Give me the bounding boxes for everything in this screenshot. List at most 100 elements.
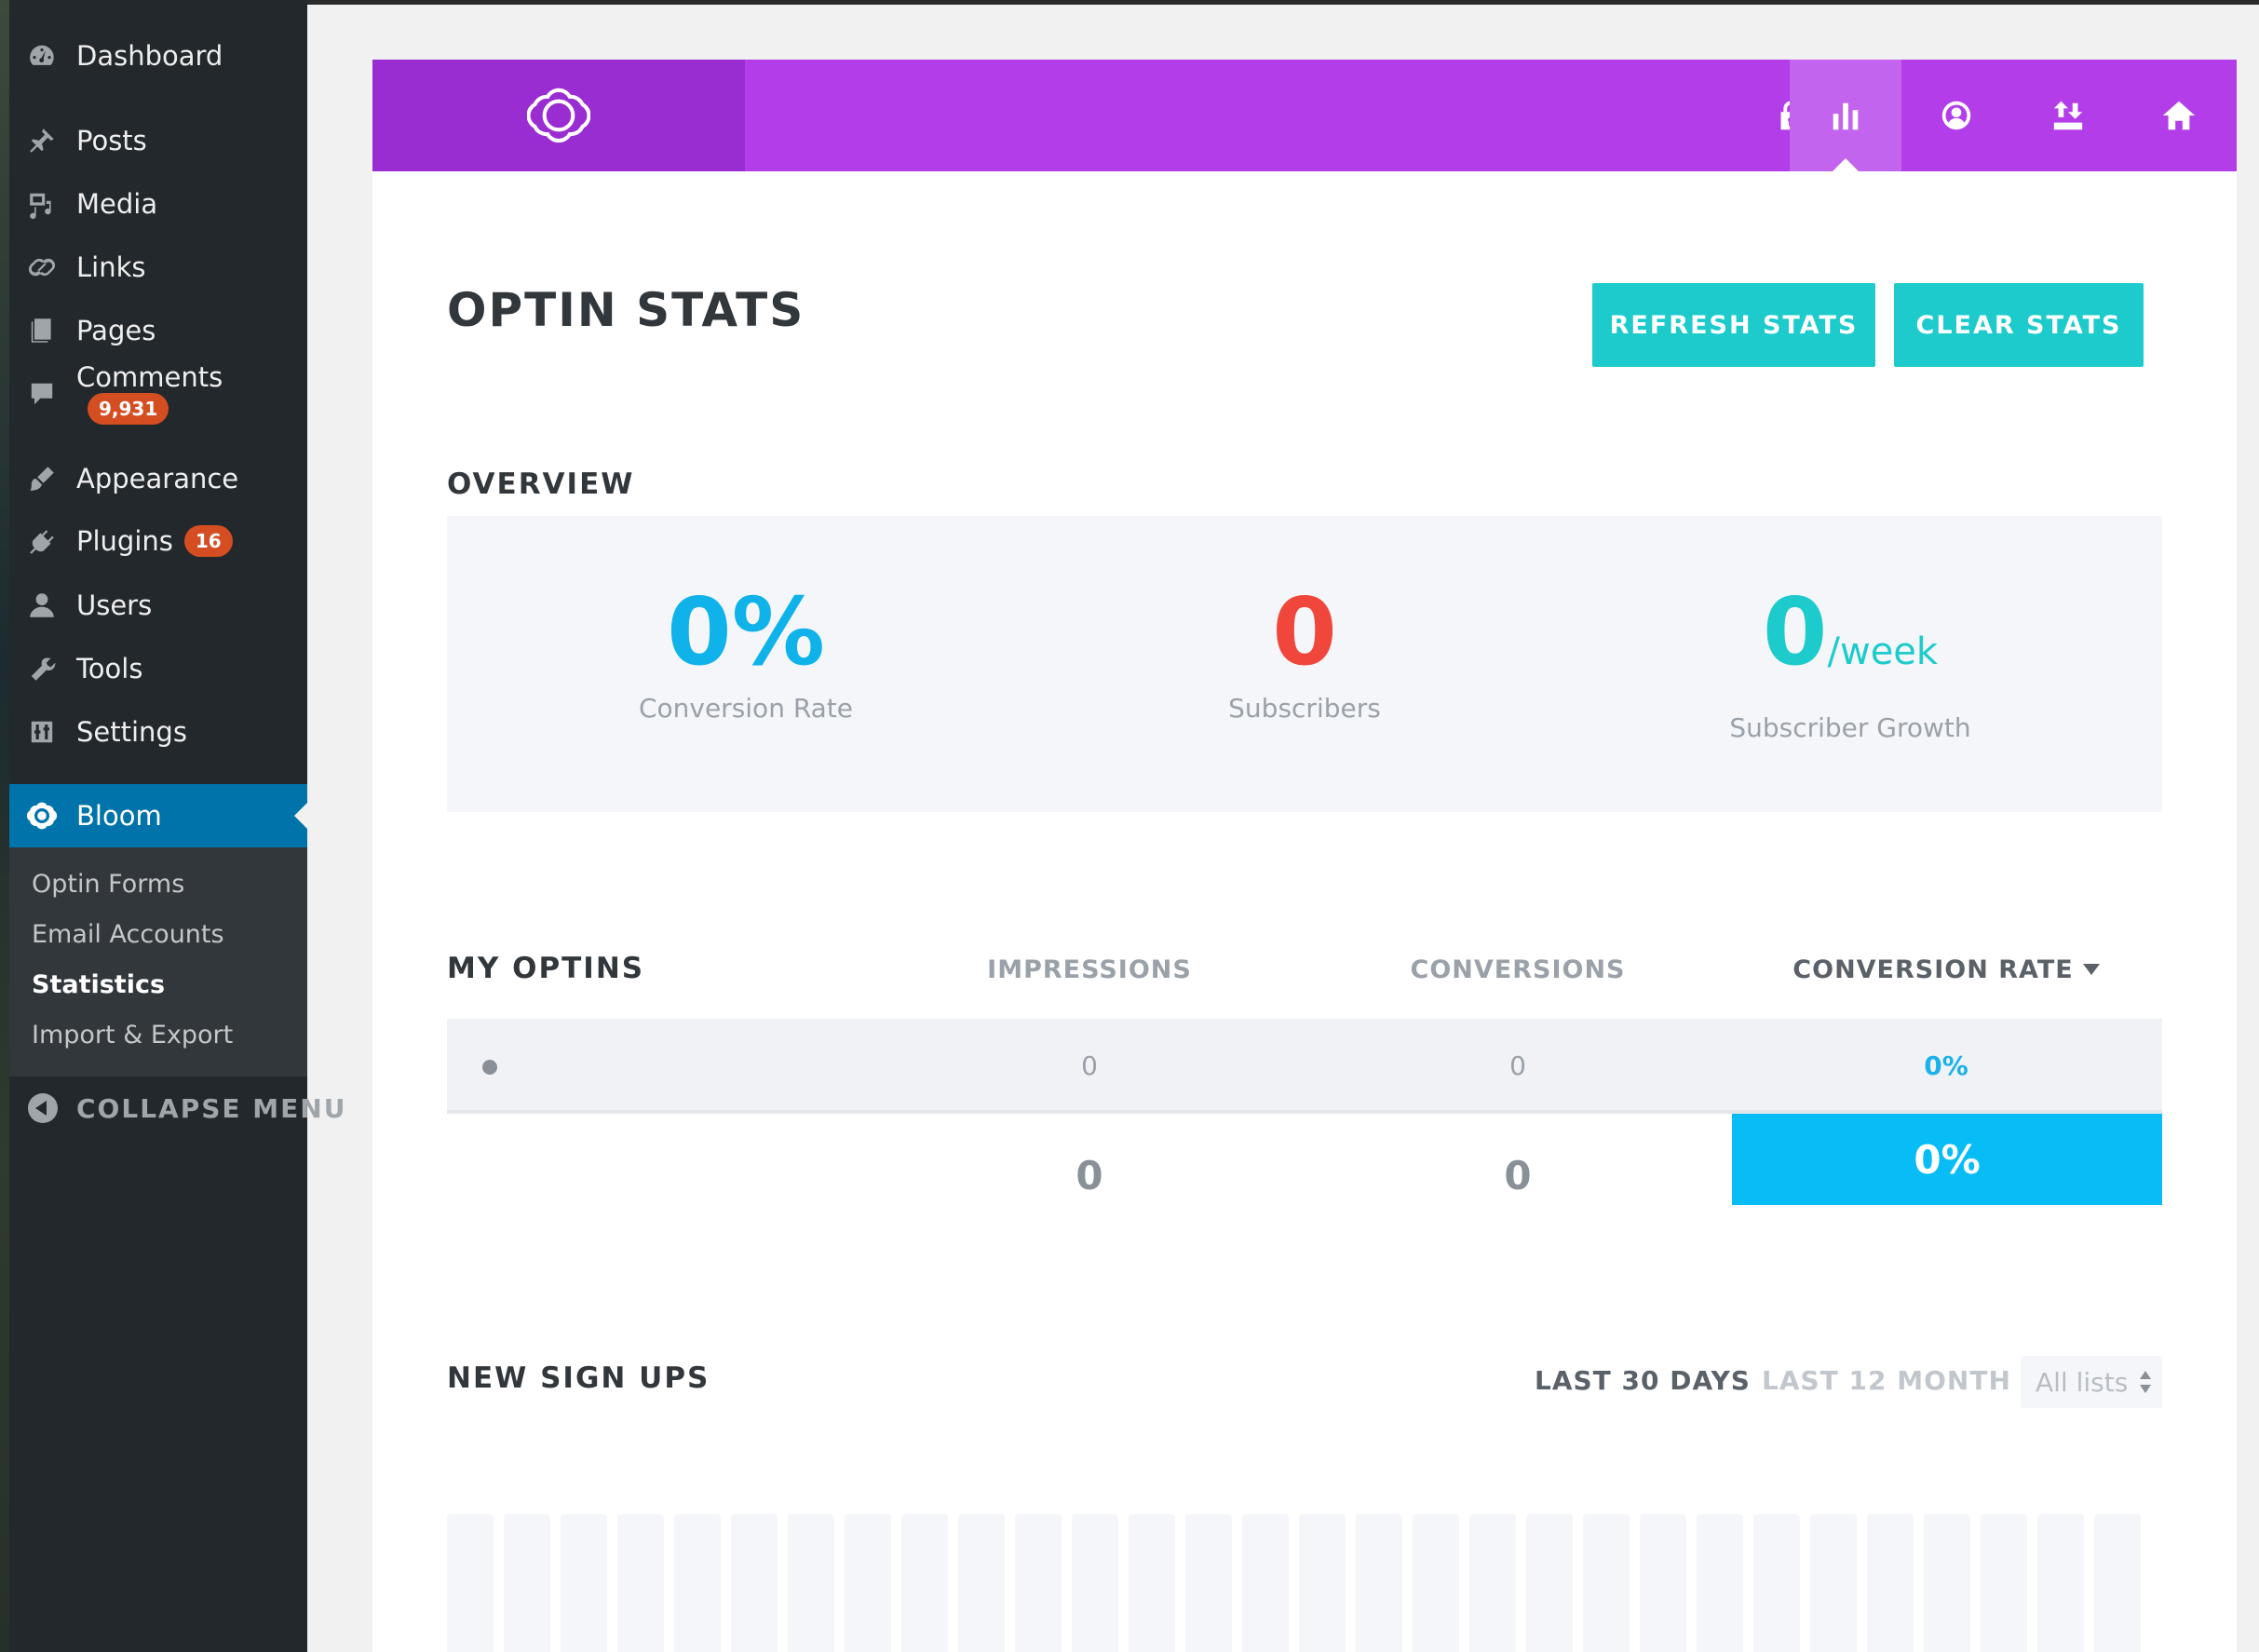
sidebar-item-posts[interactable]: Posts — [0, 111, 307, 170]
bloom-logo[interactable] — [372, 60, 745, 171]
signup-bar — [901, 1514, 948, 1652]
sidebar-item-label: Dashboard — [76, 40, 223, 72]
nav-statistics[interactable] — [1790, 60, 1901, 171]
select-arrows-icon — [2140, 1369, 2151, 1395]
signup-bar — [447, 1514, 494, 1652]
conversion-rate-caption: Conversion Rate — [638, 693, 854, 724]
signup-bar — [1867, 1514, 1914, 1652]
sidebar-item-label: Tools — [76, 653, 143, 684]
status-dot-icon — [482, 1060, 497, 1075]
plugins-count-badge: 16 — [183, 525, 233, 557]
signup-bar — [788, 1514, 834, 1652]
row-impressions: 0 — [1081, 1050, 1098, 1081]
settings-icon — [26, 716, 58, 748]
page-title: OPTIN STATS — [447, 283, 805, 337]
brush-icon — [26, 463, 58, 494]
nav-import-export[interactable] — [2012, 60, 2124, 171]
column-header-conversion-rate[interactable]: CONVERSION RATE — [1732, 955, 2160, 984]
growth-value-wrapper: 0/week — [1571, 581, 2130, 703]
sidebar-item-dashboard[interactable]: Dashboard — [0, 26, 307, 86]
bloom-stats-panel: OPTIN STATS REFRESH STATS CLEAR STATS OV… — [372, 60, 2237, 1652]
media-icon — [26, 188, 58, 220]
sidebar-item-comments[interactable]: Comments9,931 — [0, 361, 307, 427]
bloom-submenu: Optin Forms Email Accounts Statistics Im… — [9, 847, 307, 1077]
nav-email-accounts[interactable] — [1901, 60, 2012, 171]
subscribers-value: 0 — [1272, 577, 1337, 686]
user-icon — [26, 589, 58, 621]
signup-bar — [1697, 1514, 1743, 1652]
range-last-30-days[interactable]: LAST 30 DAYS — [1535, 1365, 1751, 1396]
link-icon — [26, 251, 58, 283]
bloom-logo-icon — [527, 88, 590, 143]
comments-count-badge: 9,931 — [88, 393, 169, 425]
sidebar-item-settings[interactable]: Settings — [0, 702, 307, 762]
range-last-12-month[interactable]: LAST 12 MONTH — [1762, 1365, 2011, 1396]
submenu-statistics[interactable]: Statistics — [32, 970, 166, 999]
signup-bar — [1356, 1514, 1402, 1652]
account-icon — [1941, 101, 1971, 130]
background-edge — [0, 0, 9, 1652]
sidebar-item-bloom[interactable]: Bloom — [9, 784, 307, 847]
submenu-optin-forms[interactable]: Optin Forms — [32, 870, 185, 899]
refresh-stats-button[interactable]: REFRESH STATS — [1592, 283, 1875, 367]
sidebar-item-label: Media — [76, 188, 158, 220]
nav-home[interactable] — [2123, 60, 2235, 171]
submenu-import-export[interactable]: Import & Export — [32, 1021, 234, 1049]
signup-bar — [1753, 1514, 1800, 1652]
sidebar-item-users[interactable]: Users — [0, 575, 307, 635]
signup-bar — [1129, 1514, 1175, 1652]
sidebar-item-appearance[interactable]: Appearance — [0, 449, 307, 508]
list-select-value: All lists — [2036, 1366, 2129, 1398]
subscribers-stat: 0 Subscribers — [1025, 581, 1584, 724]
collapse-menu-button[interactable]: COLLAPSE MENU — [9, 1080, 345, 1136]
comment-icon — [26, 378, 58, 410]
signup-bar — [1015, 1514, 1062, 1652]
sidebar-item-label: Links — [76, 251, 146, 283]
column-header-impressions[interactable]: IMPRESSIONS — [987, 955, 1192, 984]
admin-sidebar: Dashboard Posts Media Links Pages Commen… — [0, 0, 345, 1652]
clear-stats-button[interactable]: CLEAR STATS — [1894, 283, 2144, 367]
active-indicator — [294, 803, 307, 829]
home-icon — [2162, 101, 2196, 130]
signups-bar-chart — [447, 1514, 2162, 1652]
signup-bar — [1185, 1514, 1232, 1652]
conversion-rate-value: 0% — [667, 577, 825, 686]
row-conversion-rate: 0% — [1924, 1050, 1968, 1081]
signup-bar — [1526, 1514, 1573, 1652]
bloom-header — [372, 60, 2237, 171]
sidebar-item-links[interactable]: Links — [0, 237, 307, 297]
growth-value: 0 — [1762, 577, 1828, 686]
signup-bar — [1469, 1514, 1516, 1652]
bloom-icon — [26, 800, 58, 832]
sidebar-item-label: Posts — [76, 125, 147, 156]
table-row[interactable]: 0 0 0% — [447, 1019, 2162, 1114]
sidebar-item-media[interactable]: Media — [0, 174, 307, 234]
sidebar-item-pages[interactable]: Pages — [0, 301, 307, 360]
sidebar-item-tools[interactable]: Tools — [0, 639, 307, 698]
collapse-menu-label: COLLAPSE MENU — [76, 1092, 347, 1124]
dashboard-icon — [26, 40, 58, 72]
sort-caret-icon — [2082, 963, 2100, 975]
plugin-icon — [26, 526, 58, 558]
new-signups-heading: NEW SIGN UPS — [447, 1361, 710, 1395]
signup-bar — [731, 1514, 778, 1652]
sidebar-item-label: Pages — [76, 315, 156, 346]
collapse-arrow-icon — [28, 1093, 58, 1123]
column-header-conversions[interactable]: CONVERSIONS — [1410, 955, 1626, 984]
pin-icon — [26, 125, 58, 156]
signup-bar — [1640, 1514, 1686, 1652]
pages-icon — [26, 315, 58, 346]
submenu-email-accounts[interactable]: Email Accounts — [32, 920, 224, 949]
conversion-rate-stat: 0% Conversion Rate — [467, 581, 1025, 724]
signup-bar — [2037, 1514, 2084, 1652]
signup-bar — [1413, 1514, 1459, 1652]
wrench-icon — [26, 653, 58, 684]
my-optins-heading: MY OPTINS — [447, 952, 645, 985]
signup-bar — [504, 1514, 550, 1652]
sidebar-item-label: Comments9,931 — [76, 361, 307, 427]
sidebar-item-plugins[interactable]: Plugins 16 — [0, 512, 307, 572]
list-select[interactable]: All lists — [2021, 1356, 2162, 1408]
top-border — [307, 0, 2259, 5]
conversion-rate-header-label: CONVERSION RATE — [1792, 955, 2074, 984]
growth-unit: /week — [1827, 630, 1939, 673]
